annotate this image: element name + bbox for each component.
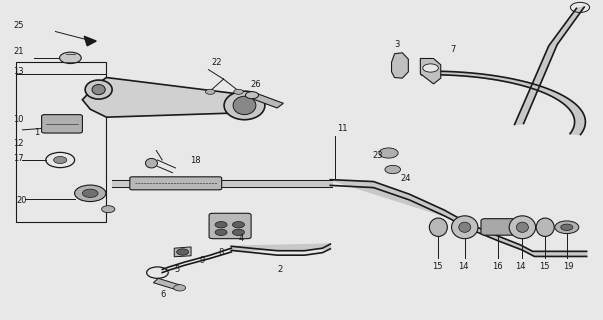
Circle shape xyxy=(206,89,215,94)
Circle shape xyxy=(385,165,400,174)
Text: 7: 7 xyxy=(450,45,456,54)
Circle shape xyxy=(561,224,573,230)
Text: 14: 14 xyxy=(515,262,526,271)
Text: 13: 13 xyxy=(13,67,24,76)
Ellipse shape xyxy=(233,96,256,115)
Text: 19: 19 xyxy=(563,262,573,271)
Polygon shape xyxy=(330,180,472,230)
Polygon shape xyxy=(83,77,259,117)
Circle shape xyxy=(555,221,579,234)
Ellipse shape xyxy=(92,84,106,95)
Circle shape xyxy=(233,229,244,236)
Circle shape xyxy=(83,189,98,197)
FancyBboxPatch shape xyxy=(130,177,222,190)
Ellipse shape xyxy=(145,158,157,168)
Circle shape xyxy=(174,285,186,291)
Polygon shape xyxy=(84,36,96,46)
Polygon shape xyxy=(420,59,441,84)
Text: 9: 9 xyxy=(200,256,204,265)
Ellipse shape xyxy=(429,218,447,236)
Ellipse shape xyxy=(452,216,478,239)
Ellipse shape xyxy=(536,218,554,236)
Ellipse shape xyxy=(516,222,528,232)
Text: 2: 2 xyxy=(277,265,283,274)
Text: 14: 14 xyxy=(458,262,469,271)
Text: 24: 24 xyxy=(400,174,411,183)
Text: 17: 17 xyxy=(13,154,24,163)
Text: 10: 10 xyxy=(13,115,24,124)
FancyBboxPatch shape xyxy=(209,213,251,239)
FancyBboxPatch shape xyxy=(481,219,516,235)
Text: 1: 1 xyxy=(34,128,40,137)
Polygon shape xyxy=(232,244,330,251)
Text: 5: 5 xyxy=(174,265,180,274)
Text: 3: 3 xyxy=(394,40,400,49)
Text: 22: 22 xyxy=(212,58,222,67)
Text: 12: 12 xyxy=(13,139,24,148)
Ellipse shape xyxy=(509,216,535,239)
Circle shape xyxy=(177,249,189,255)
Polygon shape xyxy=(470,224,587,256)
Circle shape xyxy=(379,148,398,158)
Text: 21: 21 xyxy=(13,47,24,56)
Polygon shape xyxy=(153,278,183,290)
Text: 15: 15 xyxy=(432,262,443,271)
Text: 15: 15 xyxy=(539,262,550,271)
Text: 18: 18 xyxy=(191,156,201,165)
Ellipse shape xyxy=(85,80,112,99)
Polygon shape xyxy=(421,71,586,134)
Ellipse shape xyxy=(245,92,259,99)
Polygon shape xyxy=(174,247,191,257)
Text: 25: 25 xyxy=(13,21,24,30)
Bar xyxy=(16,62,106,222)
Text: 16: 16 xyxy=(493,262,503,271)
Circle shape xyxy=(75,185,106,202)
Circle shape xyxy=(54,156,67,164)
Ellipse shape xyxy=(224,91,265,120)
Circle shape xyxy=(423,64,438,72)
Text: 26: 26 xyxy=(250,80,261,89)
FancyBboxPatch shape xyxy=(42,115,83,133)
Polygon shape xyxy=(391,53,408,78)
Polygon shape xyxy=(514,7,584,124)
Circle shape xyxy=(233,221,244,228)
Text: 23: 23 xyxy=(372,151,383,160)
Ellipse shape xyxy=(459,222,471,232)
Circle shape xyxy=(215,221,227,228)
Circle shape xyxy=(234,89,243,94)
Text: 11: 11 xyxy=(338,124,348,133)
Circle shape xyxy=(102,206,115,213)
Circle shape xyxy=(60,52,81,64)
Text: 4: 4 xyxy=(238,234,244,243)
Text: 6: 6 xyxy=(160,290,166,299)
Text: 8: 8 xyxy=(219,248,224,257)
Polygon shape xyxy=(245,92,283,108)
Text: 20: 20 xyxy=(16,196,27,205)
Circle shape xyxy=(215,229,227,236)
